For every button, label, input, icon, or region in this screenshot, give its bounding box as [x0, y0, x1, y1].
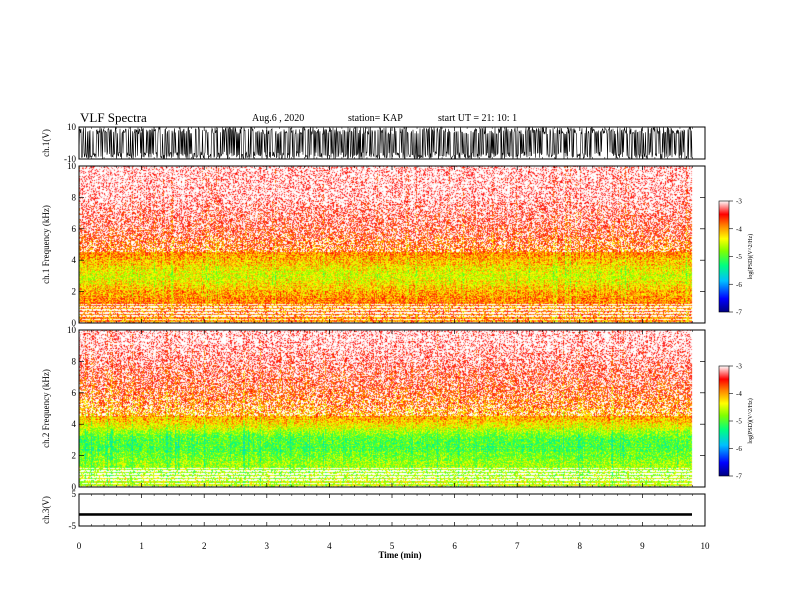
ch2-spec-ytick-label: 8 — [72, 356, 77, 366]
ch1-spec-ytick-label: 0 — [72, 318, 77, 328]
colorbar-tick-label: -6 — [736, 281, 742, 289]
x-tick-label: 4 — [327, 541, 332, 551]
ch1-wave-ytick-label: -10 — [64, 154, 76, 164]
colorbar-label: log(PSD)(V^2/Hz) — [747, 234, 754, 279]
ch1-spec-ytick-label: 10 — [67, 161, 77, 171]
ch2-spec-ytick-label: 10 — [67, 325, 77, 335]
ch3-waveform-panel: 5 -5 ch.3(V) — [41, 489, 706, 531]
ch3-wave-ytick-label: -5 — [69, 521, 77, 531]
ch1-spec-ylabel: ch.1 Frequency (kHz) — [41, 205, 51, 284]
ch1-waveform-trace — [78, 126, 693, 160]
ch3-waveform-band — [79, 513, 692, 516]
ch1-spectrogram-panel: 0 2 4 6 8 10 ch.1 Frequency (kHz) — [41, 161, 706, 328]
ch2-spec-ytick-label: 6 — [72, 388, 77, 398]
ch2-spectrogram-panel: 0 2 4 6 8 10 ch.2 Frequency (kHz) — [41, 325, 706, 492]
x-tick-label: 1 — [139, 541, 144, 551]
x-tick-label: 3 — [265, 541, 270, 551]
colorbar-tick-label: -5 — [736, 253, 742, 261]
ch2-spec-image-holder — [79, 330, 705, 487]
x-tick-label: 9 — [640, 541, 645, 551]
colorbar-tick-label: -4 — [736, 390, 742, 398]
ch2-spec-ytick-label: 0 — [72, 482, 77, 492]
colorbars: -3 -4 -5 -6 -7 log(PSD)(V^2/Hz) -3 -4 -5 -6 -7 log(… — [718, 198, 754, 481]
colorbar-2 — [718, 365, 730, 477]
colorbar-label: log(PSD)(V^2/Hz) — [747, 398, 754, 443]
ch1-ylabel: ch.1(V) — [41, 129, 51, 157]
colorbar-tick-label: -7 — [736, 473, 742, 481]
ch1-spec-heatmap — [79, 166, 705, 323]
station-label: station= KAP — [348, 113, 403, 124]
time-axis: 0 1 2 3 4 5 6 7 8 9 10 Time (min) — [77, 541, 710, 560]
ch2-spec-ylabel: ch.2 Frequency (kHz) — [41, 369, 51, 448]
start-ut-label: start UT = 21: 10: 1 — [438, 113, 518, 124]
x-tick-label: 0 — [77, 541, 82, 551]
x-tick-label: 6 — [452, 541, 457, 551]
colorbar-tick-label: -3 — [736, 363, 742, 371]
ch1-spec-ytick-label: 2 — [72, 287, 77, 297]
colorbar-tick-label: -4 — [736, 225, 742, 233]
x-tick-label: 10 — [701, 541, 711, 551]
x-tick-label: 8 — [578, 541, 583, 551]
date-label: Aug.6 , 2020 — [252, 113, 305, 124]
ch1-spec-ytick-label: 4 — [72, 255, 77, 265]
ch2-spec-ytick-label: 4 — [72, 419, 77, 429]
ch2-spec-heatmap — [79, 330, 705, 487]
x-axis-title: Time (min) — [378, 550, 421, 560]
colorbar-1 — [718, 200, 730, 313]
x-tick-label: 7 — [515, 541, 520, 551]
colorbar-tick-label: -3 — [736, 198, 742, 206]
figure-title: VLF Spectra — [80, 110, 147, 125]
ch3-ylabel: ch.3(V) — [41, 496, 51, 524]
ch3-wave-ytick-label: 5 — [72, 489, 77, 499]
ch1-wave-ytick-label: 10 — [67, 122, 77, 132]
colorbar-tick-label: -6 — [736, 445, 742, 453]
x-tick-label: 5 — [390, 541, 395, 551]
ch1-spec-ytick-label: 8 — [72, 192, 77, 202]
ch1-waveform-panel: 10 -10 ch.1(V) — [41, 122, 706, 164]
ch2-spec-ytick-label: 2 — [72, 451, 77, 461]
ch1-spec-ytick-label: 6 — [72, 224, 77, 234]
colorbar-tick-label: -7 — [736, 309, 742, 317]
ch1-spec-image-holder — [79, 166, 705, 323]
ch3-wave-frame — [78, 493, 706, 527]
colorbar-tick-label: -5 — [736, 418, 742, 426]
x-tick-label: 2 — [202, 541, 207, 551]
